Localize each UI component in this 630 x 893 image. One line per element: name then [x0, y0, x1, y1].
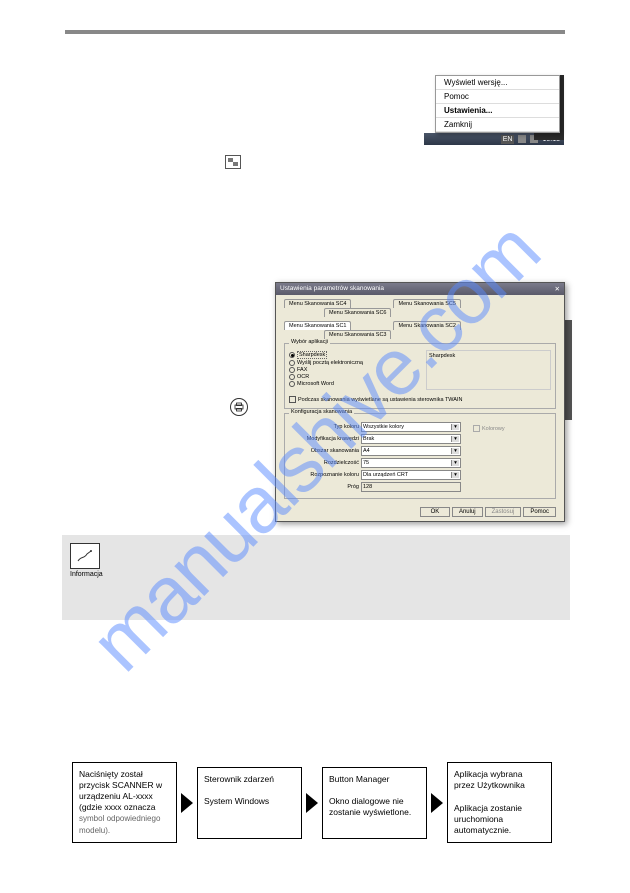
help-button[interactable]: Pomoc [523, 507, 556, 517]
radio-ocr[interactable]: OCR [289, 374, 420, 380]
arrow-icon [181, 793, 193, 813]
close-icon[interactable]: ✕ [555, 285, 560, 293]
flow-box-3: Button Manager Okno dialogowe nie zostan… [322, 767, 427, 839]
taskbar-lang[interactable]: EN [501, 135, 515, 144]
apply-button[interactable]: Zastosuj [485, 507, 522, 517]
flow-box-1: Naciśnięty został przycisk SCANNER w urz… [72, 762, 177, 843]
color-checkbox: Kolorowy [473, 425, 547, 432]
tab-sc1[interactable]: Menu Skanowania SC1 [284, 321, 351, 330]
printer-icon [230, 398, 248, 416]
tab-sc2[interactable]: Menu Skanowania SC2 [393, 321, 460, 330]
row-resolution: Rozdzielczość75▾ [289, 458, 469, 468]
menu-item-version[interactable]: Wyświetl wersję... [436, 76, 559, 90]
input-threshold[interactable]: 128 [361, 482, 461, 492]
row-edge: Modyfikacja krawędziBrak▾ [289, 434, 469, 444]
app-select-fieldset: Wybór aplikacji Sharpdesk Wyślij pocztą … [284, 343, 556, 409]
flow-box-4: Aplikacja wybrana przez Użytkownika Apli… [447, 762, 552, 842]
arrow-icon [431, 793, 443, 813]
tab-row-1: Menu Skanowania SC4 Menu Skanowania SC5 … [276, 295, 564, 317]
scan-config-legend: Konfiguracja skanowania [289, 409, 354, 415]
info-label: Informacja [70, 571, 103, 578]
tab-sc6[interactable]: Menu Skanowania SC6 [324, 308, 391, 317]
tray-context-menu: Wyświetl wersję... Pomoc Ustawienia... Z… [435, 75, 560, 133]
dialog-buttons: OK Anuluj Zastosuj Pomoc [276, 503, 564, 521]
menu-item-close[interactable]: Zamknij [436, 118, 559, 132]
select-edge[interactable]: Brak▾ [361, 434, 461, 444]
dialog-title-text: Ustawienia parametrów skanowania [280, 285, 384, 293]
tab-sc3[interactable]: Menu Skanowania SC3 [324, 330, 391, 339]
row-area: Obszar skanowaniaA4▾ [289, 446, 469, 456]
scan-config-fieldset: Konfiguracja skanowania Typ koloruWszyst… [284, 413, 556, 499]
tab-row-2: Menu Skanowania SC1 Menu Skanowania SC2 … [276, 317, 564, 339]
select-color-type[interactable]: Wszystkie kolory▾ [361, 422, 461, 432]
dialog-titlebar: Ustawienia parametrów skanowania ✕ [276, 283, 564, 295]
radio-word[interactable]: Microsoft Word [289, 381, 420, 387]
app-select-legend: Wybór aplikacji [289, 339, 330, 345]
radio-email[interactable]: Wyślij pocztą elektroniczną [289, 360, 420, 366]
arrow-icon [306, 793, 318, 813]
app-icon [225, 155, 241, 169]
row-color-type: Typ koloruWszystkie kolory▾ [289, 422, 469, 432]
info-icon [70, 543, 100, 569]
flow-diagram: Naciśnięty został przycisk SCANNER w urz… [72, 762, 552, 843]
select-area[interactable]: A4▾ [361, 446, 461, 456]
cancel-button[interactable]: Anuluj [452, 507, 483, 517]
twain-checkbox[interactable]: Podczas skanowania wyświetlane są ustawi… [289, 396, 551, 403]
select-resolution[interactable]: 75▾ [361, 458, 461, 468]
tab-sc4[interactable]: Menu Skanowania SC4 [284, 299, 351, 308]
menu-item-settings[interactable]: Ustawienia... [436, 104, 559, 118]
scan-settings-dialog: Ustawienia parametrów skanowania ✕ Menu … [275, 282, 565, 522]
radio-fax[interactable]: FAX [289, 367, 420, 373]
ok-button[interactable]: OK [420, 507, 450, 517]
menu-item-help[interactable]: Pomoc [436, 90, 559, 104]
info-panel: Informacja [62, 535, 570, 620]
top-divider [65, 30, 565, 34]
radio-sharpdesk[interactable]: Sharpdesk [289, 351, 420, 359]
tab-sc5[interactable]: Menu Skanowania SC5 [393, 299, 460, 308]
row-recognition: Rozpoznanie koloruDla urządzeń CRT▾ [289, 470, 469, 480]
tray-icon[interactable] [518, 135, 526, 143]
select-recognition[interactable]: Dla urządzeń CRT▾ [361, 470, 461, 480]
flow-box-2: Sterownik zdarzeń System Windows [197, 767, 302, 839]
row-threshold: Próg128 [289, 482, 469, 492]
options-box: Sharpdesk [426, 350, 551, 390]
